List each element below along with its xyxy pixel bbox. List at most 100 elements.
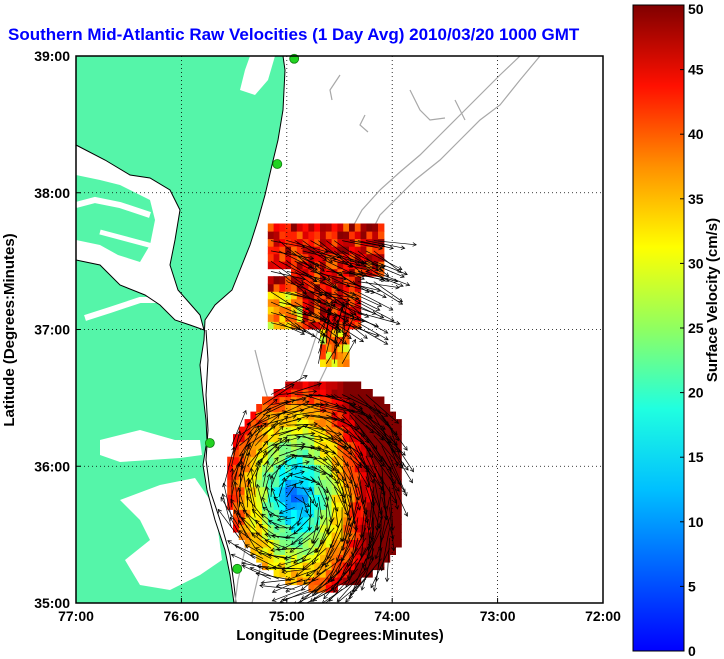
- velocity-cell: [360, 389, 367, 398]
- velocity-vector: [241, 465, 248, 498]
- velocity-cell: [325, 531, 333, 540]
- velocity-cell: [325, 231, 333, 240]
- velocity-vector: [294, 496, 310, 507]
- velocity-cell: [256, 441, 263, 450]
- velocity-vector: [357, 240, 394, 249]
- velocity-cell: [285, 283, 292, 292]
- velocity-vector-head: [343, 570, 348, 575]
- velocity-vector-head: [282, 596, 287, 602]
- velocity-cell: [314, 419, 321, 428]
- velocity-vector-head: [320, 540, 325, 545]
- velocity-cell: [256, 464, 263, 473]
- velocity-vector: [349, 466, 360, 501]
- velocity-cell: [233, 434, 240, 443]
- velocity-vector: [299, 578, 327, 603]
- velocity-vector: [289, 537, 311, 553]
- velocity-cell: [349, 554, 356, 563]
- velocity-vector-head: [377, 302, 383, 307]
- velocity-vector: [336, 527, 351, 562]
- velocity-vector: [289, 517, 303, 530]
- velocity-vectors: [217, 240, 417, 603]
- velocity-cell: [285, 577, 292, 586]
- velocity-cell: [273, 486, 280, 495]
- velocity-cell: [320, 343, 327, 352]
- velocity-cell: [354, 479, 362, 488]
- bay-outline: [76, 144, 205, 331]
- velocity-cell: [325, 464, 333, 473]
- velocity-cell: [285, 404, 292, 413]
- velocity-cell: [320, 584, 327, 593]
- x-axis-label: Longitude (Degrees:Minutes): [236, 627, 444, 644]
- velocity-vector-head: [408, 478, 413, 484]
- velocity-vector-head: [397, 266, 403, 270]
- velocity-vector: [310, 476, 329, 493]
- velocity-cell: [354, 531, 362, 540]
- velocity-cell: [285, 516, 292, 525]
- velocity-cell: [308, 584, 315, 593]
- velocity-cell: [267, 298, 275, 307]
- velocity-vector: [365, 435, 392, 472]
- velocity-cell: [250, 434, 257, 443]
- velocity-cell: [378, 238, 385, 247]
- velocity-cell: [308, 268, 315, 277]
- velocity-cell: [244, 426, 251, 435]
- velocity-cell: [372, 501, 379, 510]
- velocity-cell: [337, 562, 344, 571]
- velocity-cell: [302, 509, 309, 518]
- velocity-cell: [389, 456, 396, 465]
- velocity-vector-head: [309, 255, 315, 261]
- velocity-cell: [354, 494, 362, 503]
- velocity-vector-head: [271, 597, 277, 602]
- velocity-vector: [341, 466, 351, 498]
- velocity-cell: [262, 464, 269, 473]
- velocity-vector: [302, 240, 333, 263]
- velocity-vector: [314, 527, 335, 553]
- velocity-cell: [273, 231, 280, 240]
- velocity-cell: [325, 381, 333, 390]
- velocity-vector-head: [305, 502, 311, 507]
- velocity-vector: [336, 568, 367, 602]
- velocity-cell: [302, 253, 309, 262]
- velocity-vector-head: [255, 460, 261, 465]
- velocity-vector: [302, 465, 326, 475]
- velocity-vector: [381, 455, 406, 493]
- velocity-cell: [244, 419, 251, 428]
- velocity-cell: [267, 321, 275, 330]
- velocity-vector-head: [350, 571, 355, 576]
- velocity-cell: [308, 253, 315, 262]
- velocity-vector: [217, 509, 240, 539]
- velocity-cell: [349, 268, 356, 277]
- velocity-vector-head: [316, 570, 321, 576]
- velocity-vector-head: [362, 562, 367, 568]
- velocity-cell: [325, 389, 333, 398]
- colorbar-tick-label: 50: [688, 1, 704, 17]
- velocity-vector-head: [288, 472, 293, 477]
- velocity-cell: [256, 479, 263, 488]
- velocity-vector-head: [305, 414, 311, 419]
- velocity-vector: [254, 460, 259, 487]
- velocity-cell: [227, 486, 234, 495]
- velocity-cell: [354, 231, 362, 240]
- velocity-cell: [395, 516, 402, 525]
- velocity-cell: [325, 486, 333, 495]
- velocity-vector-head: [281, 569, 286, 575]
- velocity-vector: [349, 486, 356, 525]
- velocity-vector: [296, 588, 327, 603]
- velocity-cell: [325, 471, 333, 480]
- velocity-vector: [334, 271, 370, 293]
- velocity-cell: [325, 562, 333, 571]
- velocity-vector-head: [258, 523, 264, 529]
- velocity-cell: [308, 524, 315, 533]
- velocity-vector-head: [290, 540, 296, 546]
- velocity-cell: [337, 321, 344, 330]
- velocity-cell: [366, 501, 373, 510]
- velocity-cell: [337, 283, 344, 292]
- velocity-vector-head: [299, 281, 305, 286]
- velocity-cell: [285, 562, 292, 571]
- velocity-cell: [250, 539, 257, 548]
- velocity-vector: [341, 476, 351, 508]
- velocity-vector: [318, 465, 339, 484]
- velocity-cell: [349, 562, 356, 571]
- velocity-vector: [389, 445, 413, 483]
- barrier-island: [205, 329, 237, 603]
